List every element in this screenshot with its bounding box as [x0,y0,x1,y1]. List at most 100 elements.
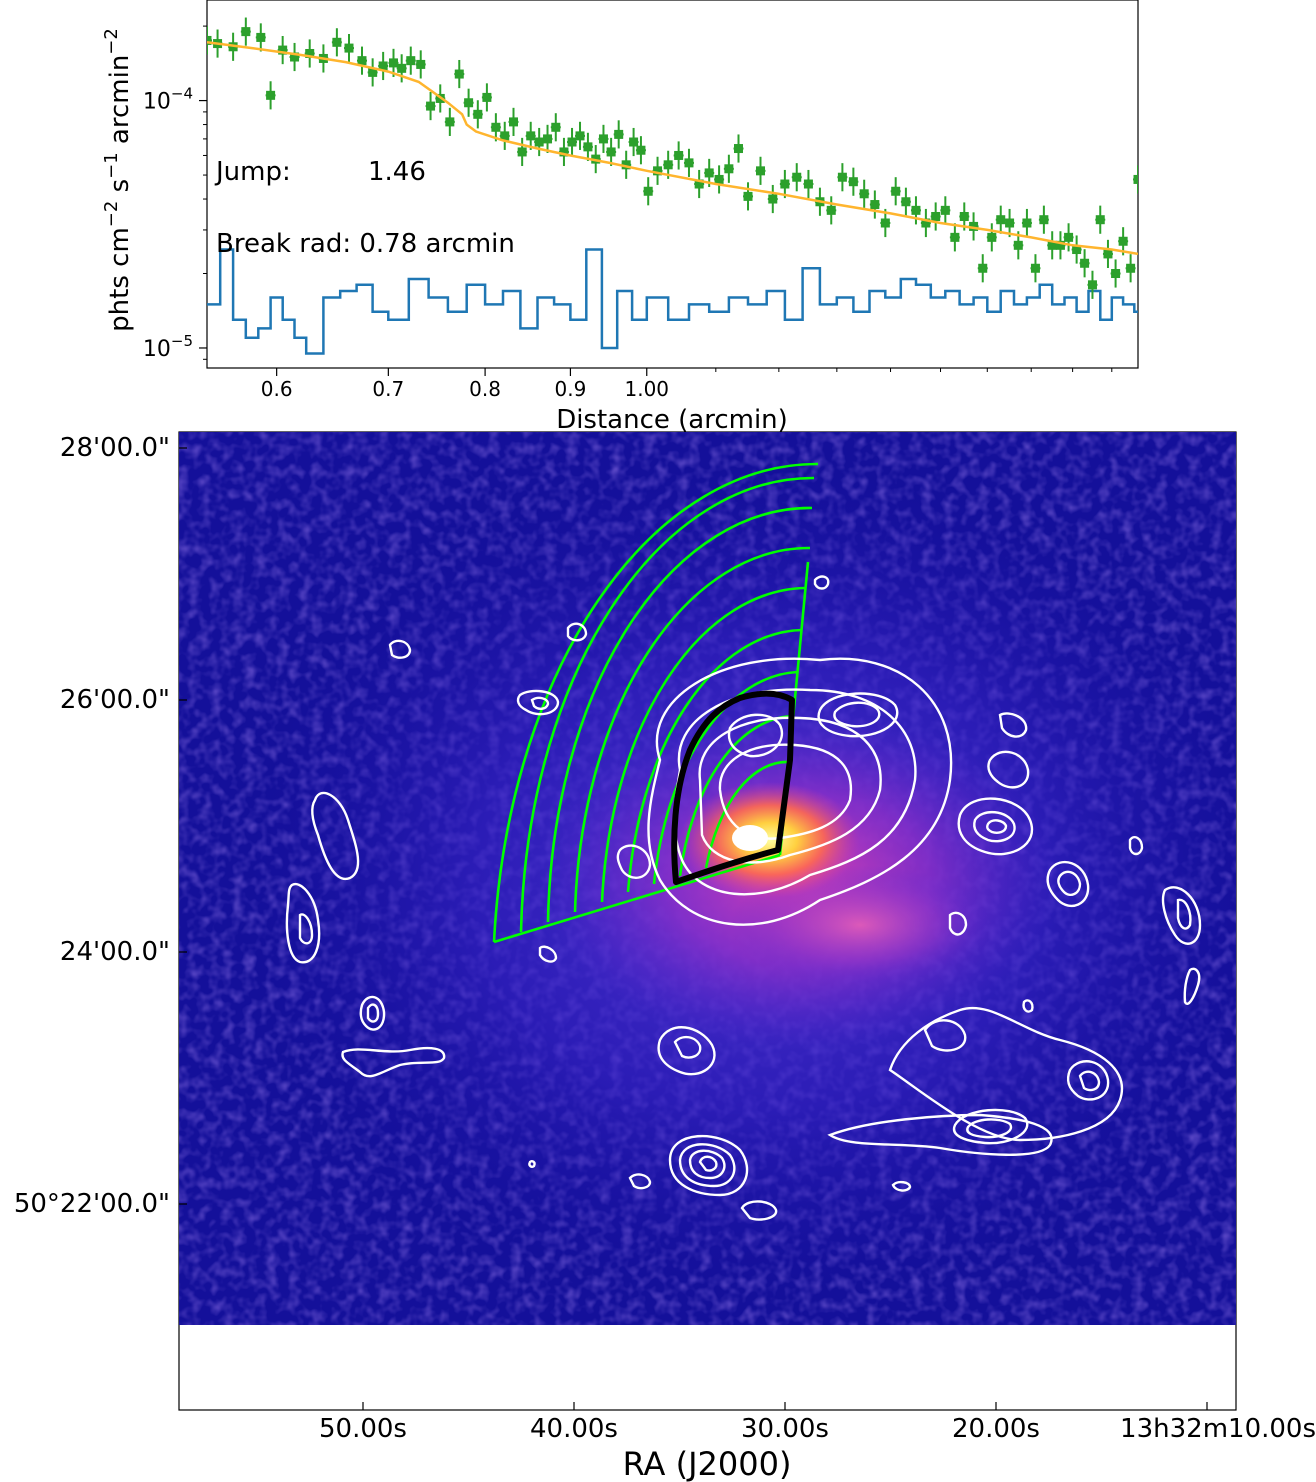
radio-contour [530,696,550,710]
data-point [870,200,880,210]
data-point [378,61,388,71]
sector-arc [492,462,819,943]
background-step-line [207,248,1138,355]
dec-tick-label: 28'00.0" [60,433,170,463]
radio-contour [678,1143,736,1188]
data-point [551,122,561,132]
data-point [704,168,714,178]
data-point [388,58,398,68]
radio-contour [966,1118,1013,1139]
data-point [724,164,734,174]
radio-contour [813,575,830,590]
data-point [500,131,510,141]
data-point [534,137,544,147]
radio-contours [285,575,1202,1221]
data-point [768,194,778,204]
data-point [996,215,1006,225]
data-point [959,211,969,221]
data-point [792,172,802,182]
data-point [517,147,527,157]
data-point [357,56,367,66]
radio-contour [948,911,968,936]
data-point [653,166,663,176]
radio-contour [1128,836,1144,856]
shock-front-outline [671,690,795,885]
data-point [416,59,426,69]
radio-contour [1183,967,1201,1005]
ra-tick-label: 13h32m10.00s [1120,1414,1316,1444]
radio-contour [528,1160,536,1168]
data-point [256,32,266,42]
data-point [636,145,646,155]
radio-contour [647,657,953,926]
radio-contour [310,791,360,881]
radio-contour [1057,870,1082,896]
ra-tick-label: 20.00s [952,1414,1040,1444]
profile-x-tick-label: 0.6 [261,377,293,401]
profile-x-tick-label: 0.9 [555,377,587,401]
radio-contour [341,1046,446,1078]
data-point [344,43,354,53]
profile-x-tick-label: 1.00 [624,377,669,401]
sector-arc [626,628,803,893]
data-point [950,232,960,242]
data-point [567,137,577,147]
radio-contour [698,1155,718,1172]
dec-tick-label: 50°22'00.0" [14,1189,170,1219]
data-point [901,197,911,207]
data-point [1126,263,1136,273]
radio-contour [359,995,386,1031]
radio-contour [998,712,1028,738]
radio-contour [727,713,784,758]
data-point [559,147,569,157]
radio-contour [673,1035,702,1059]
data-point [332,37,342,47]
data-point [921,218,931,228]
radio-contour [1022,999,1034,1013]
radio-contour [566,622,588,642]
data-point [598,134,608,144]
sector-arc [573,546,811,913]
ra-tick-label: 30.00s [741,1414,829,1444]
sector-arc [546,506,813,923]
data-point [1111,269,1121,279]
data-point [674,150,684,160]
sector-arc [652,670,799,885]
data-point [621,160,631,170]
radio-contour [973,811,1016,843]
data-point [583,142,593,152]
data-point [1087,280,1097,290]
data-point [803,179,813,189]
data-point [1039,215,1049,225]
data-point [780,179,790,189]
data-point [978,263,988,273]
radio-contour [657,1026,716,1076]
data-point [837,172,847,182]
radio-contour [1078,1070,1101,1092]
data-point [368,67,378,77]
radio-contour [1066,1060,1110,1101]
data-point [1022,218,1032,228]
dec-tick-label: 24'00.0" [60,937,170,967]
data-point [1133,174,1138,184]
data-point [940,205,950,215]
data-point [241,27,251,37]
radio-contour [987,750,1030,789]
radio-contour [957,797,1034,856]
data-point [643,186,653,196]
data-point [891,186,901,196]
profile-panel: 0.6 0.7 0.8 0.9 1.00 10−4 10−5 Jump: 1.46 Brea… [101,0,1139,435]
data-point [290,52,300,62]
data-point [509,117,519,127]
radio-contour [628,1173,652,1190]
data-point [734,144,744,154]
data-point [1055,240,1065,250]
radio-contour [1046,860,1090,907]
radio-contour [668,1134,749,1197]
sector-arc [600,586,807,903]
data-point [1064,232,1074,242]
break-radius-label: Break rad: 0.78 arcmin [216,229,515,259]
radio-contour [952,1108,1029,1145]
sector-arc [678,714,795,877]
radio-contour [718,743,853,840]
